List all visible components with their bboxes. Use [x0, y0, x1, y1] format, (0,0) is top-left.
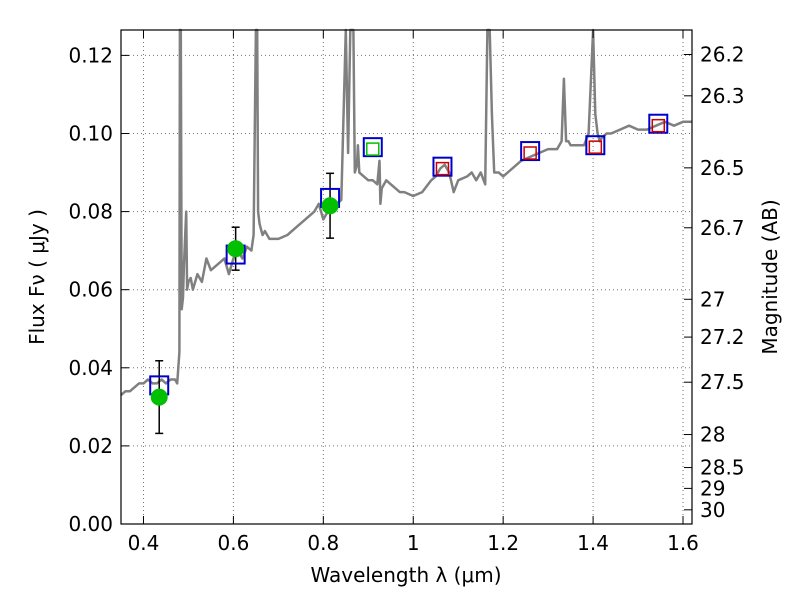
label-layer: 0.4 0.6 0.8 1 1.2 1.4 1.6 0.00 0.02 0.04 0.06 0.08 0… — [68, 42, 744, 555]
y2-tick-label: 26.3 — [700, 84, 745, 108]
nir-box — [588, 140, 603, 154]
spectrum-line — [120, 28, 692, 397]
x-tick-label: 1.6 — [667, 531, 699, 555]
y-tick-label: 0.04 — [68, 356, 113, 380]
model-box — [585, 135, 606, 156]
x-tick-label: 1 — [407, 531, 420, 555]
y2-tick-label: 27.5 — [700, 370, 745, 394]
observed-box — [366, 142, 380, 156]
plot-frame — [120, 29, 693, 525]
y-axis-label: Flux Fν ( μJy ) — [25, 209, 49, 345]
model-box — [362, 137, 383, 158]
y-tick-label: 0.02 — [68, 434, 113, 458]
y-tick-label: 0.08 — [68, 200, 113, 224]
x-tick-label: 1.4 — [577, 531, 609, 555]
y2-tick-label: 27 — [700, 287, 725, 311]
observed-point — [321, 197, 339, 215]
x-tick-label: 1.2 — [487, 531, 519, 555]
x-tick-label: 0.4 — [128, 531, 160, 555]
y2-tick-label: 28.5 — [700, 456, 745, 480]
observed-point — [150, 388, 168, 406]
y2-tick-label: 26.5 — [700, 156, 745, 180]
x-tick-label: 0.8 — [307, 531, 339, 555]
nir-box — [523, 146, 537, 160]
y2-tick-label: 27.2 — [700, 325, 745, 349]
spectrum-layer — [120, 28, 692, 397]
y2-tick-label: 26.2 — [700, 42, 745, 66]
model-box — [432, 156, 453, 177]
marker-layer — [149, 113, 669, 406]
y2-tick-label: 29 — [700, 476, 725, 500]
y2-tick-label: 30 — [700, 498, 725, 522]
model-box — [648, 113, 669, 134]
y-tick-label: 0.00 — [68, 512, 113, 536]
x-axis-label: Wavelength λ (μm) — [310, 563, 501, 587]
model-box — [520, 141, 541, 162]
y2-axis-label: Magnitude (AB) — [758, 199, 782, 354]
x-tick-label: 0.6 — [217, 531, 249, 555]
y2-tick-label: 26.7 — [700, 216, 745, 240]
axes-layer — [120, 29, 693, 525]
y-tick-label: 0.06 — [68, 278, 113, 302]
y-tick-label: 0.10 — [68, 121, 113, 145]
nir-box — [651, 118, 666, 133]
nir-box — [435, 161, 450, 176]
y-tick-label: 0.12 — [68, 43, 113, 67]
y2-tick-label: 28 — [700, 423, 725, 447]
observed-point — [227, 240, 245, 258]
grid-layer — [121, 30, 692, 525]
